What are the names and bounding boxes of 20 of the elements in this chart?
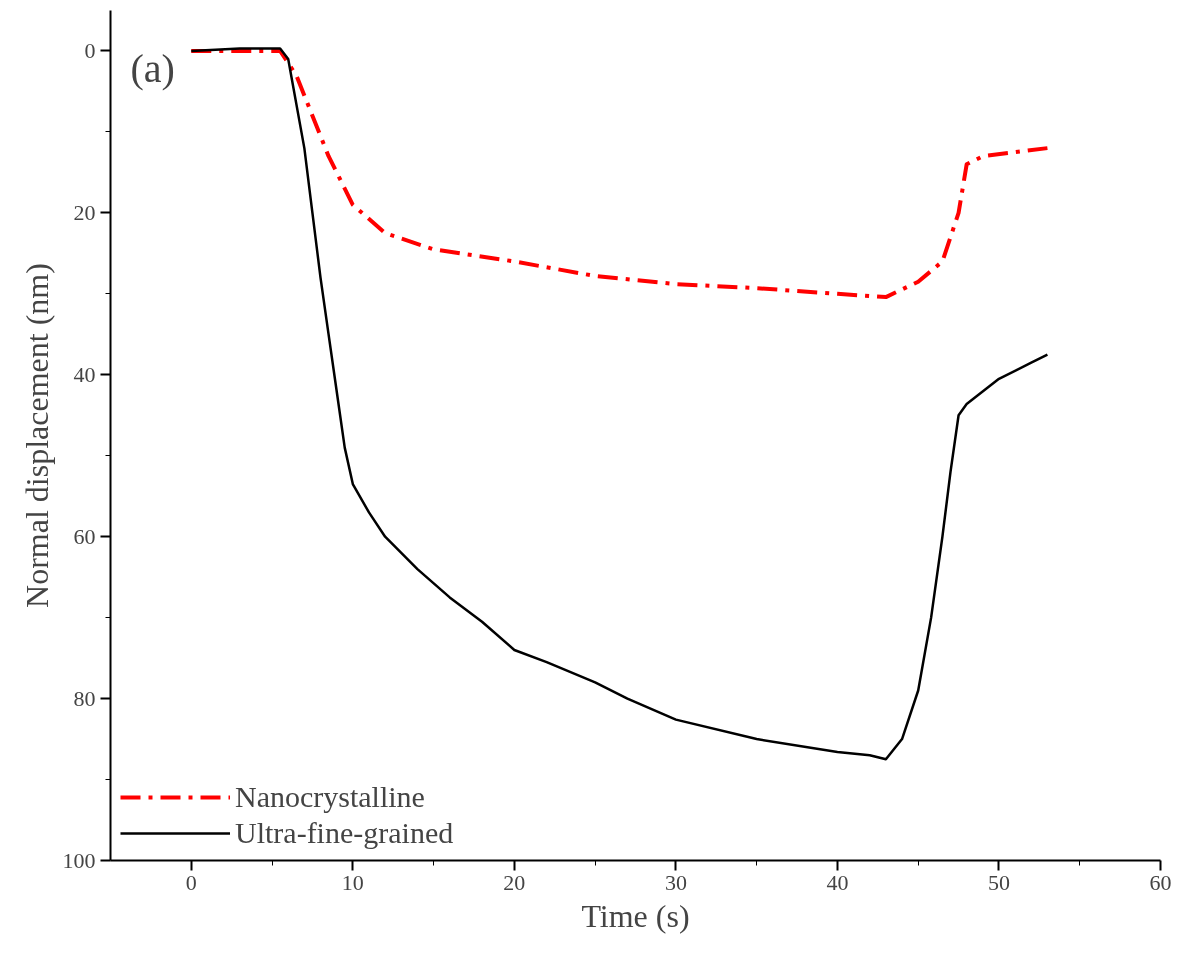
y-tick-label: 100 (62, 847, 96, 873)
x-tick-label: 30 (664, 869, 687, 895)
y-axis-title: Normal displacement (nm) (18, 263, 55, 608)
x-tick-label: 10 (341, 869, 364, 895)
y-tick-label: 60 (73, 523, 96, 549)
y-tick-label: 20 (73, 199, 96, 225)
x-tick-label: 60 (1149, 869, 1172, 895)
annotation: (a) (130, 45, 175, 91)
x-tick-label: 40 (826, 869, 849, 895)
legend-label: Nanocrystalline (235, 780, 425, 814)
x-axis-title: Time (s) (581, 897, 690, 934)
x-tick-label: 20 (503, 869, 526, 895)
legend-label: Ultra-fine-grained (235, 816, 454, 850)
line-series (189, 48, 1050, 300)
y-tick-label: 0 (84, 37, 96, 63)
line-series (190, 47, 1049, 761)
y-tick-label: 40 (73, 361, 96, 387)
x-tick-label: 0 (185, 869, 197, 895)
y-tick-label: 80 (73, 685, 96, 711)
x-tick-label: 50 (987, 869, 1010, 895)
